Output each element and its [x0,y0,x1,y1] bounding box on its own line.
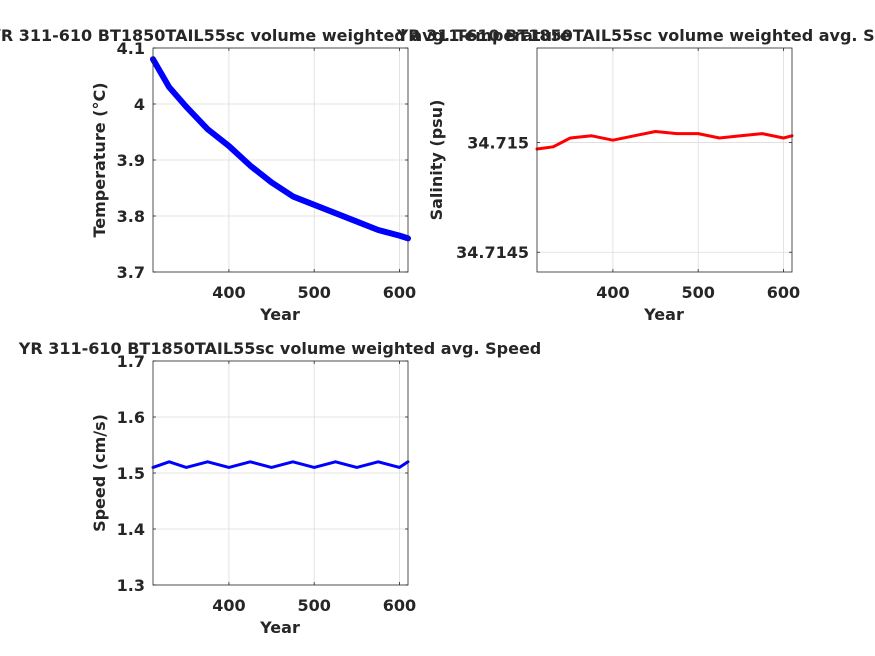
y-tick-label: 1.5 [117,464,145,483]
y-tick-label: 3.8 [117,207,145,226]
y-tick-label: 1.4 [117,520,145,539]
speed-series-line [151,460,410,469]
ticks: 400 500 600 1.3 1.4 1.5 1.6 1.7 [117,352,417,615]
temperature-series-line [150,56,411,242]
y-tick-label: 3.7 [117,263,145,282]
salinity-axes: 400 500 600 34.7145 34.715 YR 311-610 BT1850… [396,26,875,324]
x-tick-label: 600 [767,283,800,302]
temperature-axes: 400 500 600 3.7 3.8 3.9 4 4.1 YR 311-610 BT1850… [0,26,571,324]
x-tick-label: 600 [383,596,416,615]
salinity-y-label: Salinity (psu) [427,100,446,221]
temperature-title: YR 311-610 BT1850TAIL55sc volume weighte… [0,26,571,45]
speed-x-label: Year [259,618,300,637]
speed-axes: 400 500 600 1.3 1.4 1.5 1.6 1.7 YR 311-610 BT18… [18,339,542,637]
speed-title: YR 311-610 BT1850TAIL55sc volume weighte… [18,339,542,358]
ticks: 400 500 600 34.7145 34.715 [456,48,800,302]
salinity-series-line [535,130,794,151]
x-tick-label: 400 [212,596,245,615]
temperature-y-label: Temperature (°C) [90,82,109,237]
x-tick-label: 600 [383,283,416,302]
x-tick-label: 500 [297,596,330,615]
y-tick-label: 34.715 [467,133,529,152]
y-tick-label: 1.7 [117,352,145,371]
grid [537,48,792,272]
speed-y-label: Speed (cm/s) [90,414,109,532]
y-tick-label: 4 [134,95,145,114]
y-tick-label: 34.7145 [456,243,529,262]
y-tick-label: 1.3 [117,576,145,595]
x-tick-label: 400 [596,283,629,302]
ticks: 400 500 600 3.7 3.8 3.9 4 4.1 [117,39,417,302]
salinity-x-label: Year [643,305,684,324]
y-tick-label: 3.9 [117,151,145,170]
y-tick-label: 1.6 [117,408,145,427]
x-tick-label: 500 [681,283,714,302]
x-tick-label: 400 [212,283,245,302]
y-tick-label: 4.1 [117,39,145,58]
temperature-x-label: Year [259,305,300,324]
axes-background [537,48,792,272]
x-tick-label: 500 [297,283,330,302]
salinity-title: YR 311-610 BT1850TAIL55sc volume weighte… [396,26,875,45]
axes-box [536,47,793,273]
